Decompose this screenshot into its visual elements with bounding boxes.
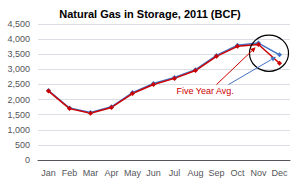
svg-text:Dec: Dec: [271, 168, 288, 178]
svg-text:Nov: Nov: [250, 168, 267, 178]
svg-text:Oct: Oct: [230, 168, 245, 178]
svg-text:1,000: 1,000: [7, 125, 30, 135]
svg-text:May: May: [124, 168, 142, 178]
svg-text:4,500: 4,500: [7, 19, 30, 29]
svg-text:Mar: Mar: [83, 168, 99, 178]
svg-text:500: 500: [15, 140, 30, 150]
svg-text:2,500: 2,500: [7, 79, 30, 89]
svg-text:Feb: Feb: [62, 168, 78, 178]
svg-text:Natural Gas in Storage, 2011 (: Natural Gas in Storage, 2011 (BCF): [59, 8, 241, 20]
svg-text:3,500: 3,500: [7, 49, 30, 59]
svg-text:Jun: Jun: [146, 168, 161, 178]
svg-text:Apr: Apr: [104, 168, 118, 178]
svg-text:Five Year Avg.: Five Year Avg.: [177, 86, 234, 96]
svg-text:3,000: 3,000: [7, 64, 30, 74]
svg-text:4,000: 4,000: [7, 34, 30, 44]
svg-text:Jan: Jan: [41, 168, 56, 178]
svg-text:1,500: 1,500: [7, 110, 30, 120]
svg-text:Aug: Aug: [187, 168, 203, 178]
svg-text:2,000: 2,000: [7, 95, 30, 105]
svg-text:Jul: Jul: [169, 168, 181, 178]
svg-text:0: 0: [25, 155, 30, 165]
svg-text:Sep: Sep: [208, 168, 224, 178]
